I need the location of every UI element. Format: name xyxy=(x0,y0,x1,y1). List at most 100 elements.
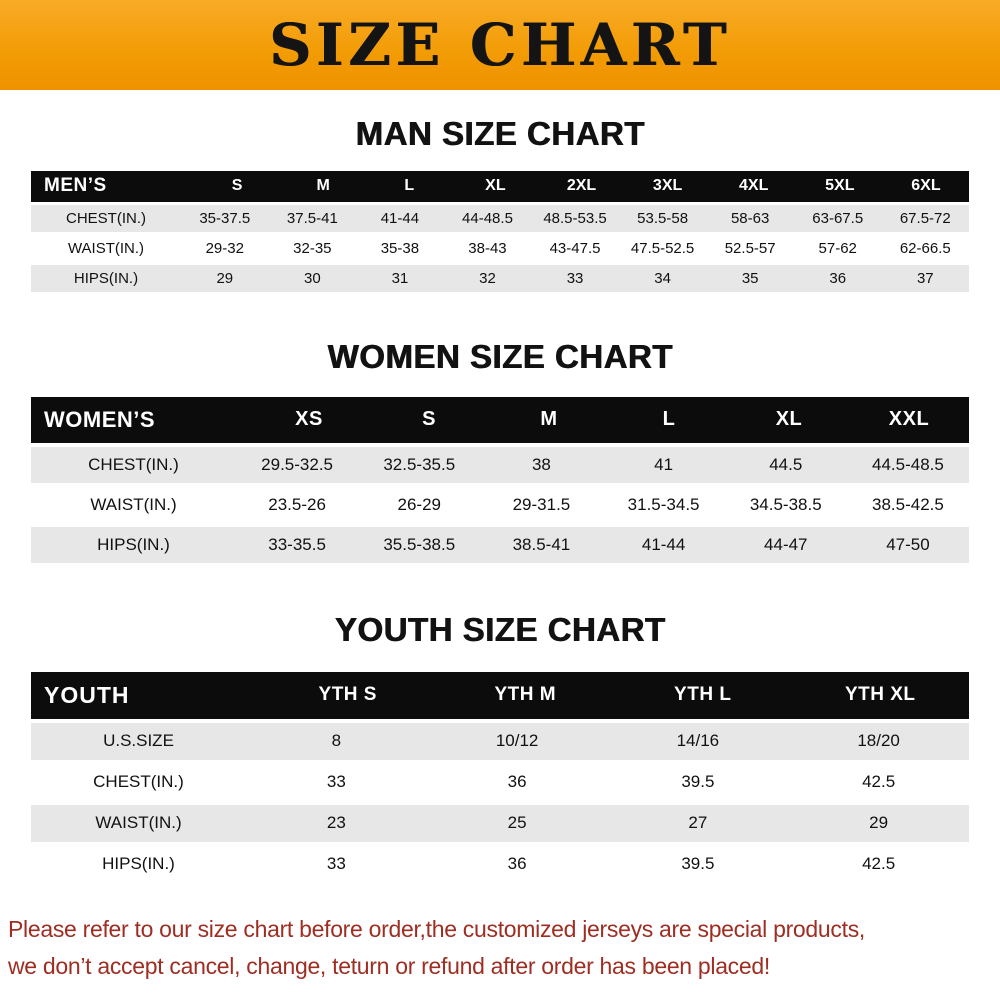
cell-value: 29-31.5 xyxy=(512,494,571,514)
row-label: HIPS(IN.) xyxy=(73,269,139,287)
cell-value: 67.5-72 xyxy=(899,209,951,227)
column-header: 2XL xyxy=(566,177,597,195)
column-header: L xyxy=(404,177,415,195)
cell-value: 18/20 xyxy=(857,731,900,751)
cell-value: 23.5-26 xyxy=(268,494,326,514)
column-header: 6XL xyxy=(911,177,941,195)
cell-value: 35-38 xyxy=(380,239,420,257)
cell-value: 29 xyxy=(216,269,234,287)
table-row: CHEST(IN.) 33 36 39.5 42.5 xyxy=(31,763,969,801)
cell-value: 62-66.5 xyxy=(899,239,951,257)
cell-value: 33-35.5 xyxy=(268,534,326,554)
footer-note-line1: Please refer to our size chart before or… xyxy=(8,915,865,942)
cell-value: 29-32 xyxy=(205,239,244,257)
cell-value: 42.5 xyxy=(862,854,896,874)
cell-value: 41-44 xyxy=(380,209,420,227)
column-header: YTH S xyxy=(318,684,377,706)
cell-value: 35-37.5 xyxy=(199,209,251,227)
table-header-row: YOUTH YTH S YTH M YTH L YTH XL xyxy=(31,671,969,719)
table-row: WAIST(IN.) 23.5-26 26-29 29-31.5 31.5-34.5 34… xyxy=(31,486,969,523)
cell-value: 8 xyxy=(331,731,342,751)
cell-value: 44.5 xyxy=(769,454,803,474)
cell-value: 44-48.5 xyxy=(462,209,513,227)
cell-value: 41-44 xyxy=(641,534,686,554)
cell-value: 25 xyxy=(507,813,527,833)
women-section-heading: WOMEN SIZE CHART xyxy=(327,337,673,375)
column-header: M xyxy=(316,177,330,195)
cell-value: 58-63 xyxy=(730,209,770,227)
cell-value: 36 xyxy=(507,772,527,792)
cell-value: 30 xyxy=(304,269,321,287)
column-header: 4XL xyxy=(739,177,769,195)
cell-value: 14/16 xyxy=(676,731,720,751)
cell-value: 57-62 xyxy=(818,239,857,257)
row-label: WAIST(IN.) xyxy=(67,239,145,257)
cell-value: 32-35 xyxy=(293,239,332,257)
column-header: S xyxy=(231,177,243,195)
footer-note: Please refer to our size chart before or… xyxy=(0,911,1000,985)
cell-value: 48.5-53.5 xyxy=(543,209,607,227)
column-header: YTH L xyxy=(674,684,732,706)
youth-size-table: YOUTH YTH S YTH M YTH L YTH XL U.S.SIZE 8 10/12… xyxy=(31,671,969,883)
row-label: CHEST(IN.) xyxy=(93,772,184,792)
table-title-cell: MEN’S xyxy=(44,175,107,197)
footer-note-line2: we don’t accept cancel, change, teturn o… xyxy=(8,952,770,979)
men-section: MAN SIZE CHART MEN’S S M L XL 2XL 3XL 4XL 5XL 6XL… xyxy=(0,115,1000,292)
cell-value: 35 xyxy=(741,269,759,287)
table-row: CHEST(IN.) 29.5-32.5 32.5-35.5 38 41 44.5 44.5… xyxy=(31,446,969,483)
table-header-row: MEN’S S M L XL 2XL 3XL 4XL 5XL 6XL xyxy=(31,170,969,202)
cell-value: 34.5-38.5 xyxy=(749,494,822,514)
column-header: XS xyxy=(295,408,323,431)
table-row: CHEST(IN.) 35-37.5 37.5-41 41-44 44-48.5 48.5… xyxy=(31,204,969,232)
column-header: YTH XL xyxy=(844,684,916,706)
table-row: WAIST(IN.) 23 25 27 29 xyxy=(31,804,969,842)
column-header: YTH M xyxy=(494,684,557,706)
cell-value: 33 xyxy=(326,772,346,792)
row-label: HIPS(IN.) xyxy=(97,534,170,554)
cell-value: 44-47 xyxy=(764,534,808,554)
column-header: XL xyxy=(485,177,506,195)
column-header: 5XL xyxy=(825,177,855,195)
column-header: S xyxy=(422,408,436,431)
cell-value: 38-43 xyxy=(468,239,507,257)
cell-value: 32.5-35.5 xyxy=(383,454,456,474)
row-label: CHEST(IN.) xyxy=(66,209,146,227)
banner: SIZE CHART xyxy=(0,0,1000,90)
table-row: WAIST(IN.) 29-32 32-35 35-38 38-43 43-47.5 47.… xyxy=(31,234,969,262)
women-size-table: WOMEN’S XS S M L XL XXL CHEST(IN.) 29.5-32.5 32.5… xyxy=(31,396,969,563)
cell-value: 35.5-38.5 xyxy=(383,534,456,554)
banner-title: SIZE CHART xyxy=(268,11,732,79)
cell-value: 32 xyxy=(479,269,496,287)
row-label: WAIST(IN.) xyxy=(90,494,177,514)
cell-value: 44.5-48.5 xyxy=(872,454,944,474)
cell-value: 43-47.5 xyxy=(549,239,601,257)
cell-value: 37.5-41 xyxy=(286,209,338,227)
column-header: XL xyxy=(775,408,803,431)
table-header-row: WOMEN’S XS S M L XL XXL xyxy=(31,396,969,443)
table-title-cell: WOMEN’S xyxy=(44,406,156,432)
cell-value: 47.5-52.5 xyxy=(630,239,695,257)
cell-value: 53.5-58 xyxy=(637,209,689,227)
row-label: U.S.SIZE xyxy=(103,731,174,751)
youth-section: YOUTH SIZE CHART YOUTH YTH S YTH M YTH L YTH… xyxy=(0,611,1000,883)
cell-value: 34 xyxy=(654,269,671,287)
cell-value: 27 xyxy=(688,813,708,833)
cell-value: 39.5 xyxy=(681,772,715,792)
cell-value: 31.5-34.5 xyxy=(627,494,700,514)
cell-value: 33 xyxy=(326,854,346,874)
row-label: HIPS(IN.) xyxy=(102,854,175,874)
cell-value: 36 xyxy=(507,854,527,874)
cell-value: 42.5 xyxy=(862,772,896,792)
men-size-table: MEN’S S M L XL 2XL 3XL 4XL 5XL 6XL CHEST(IN.) 35-37… xyxy=(31,170,969,292)
column-header: L xyxy=(662,408,676,431)
cell-value: 38.5-41 xyxy=(512,534,571,554)
cell-value: 38.5-42.5 xyxy=(872,494,944,514)
table-row: HIPS(IN.) 29 30 31 32 33 34 35 36 37 xyxy=(31,264,969,292)
cell-value: 41 xyxy=(654,454,674,474)
cell-value: 29 xyxy=(869,813,889,833)
cell-value: 33 xyxy=(566,269,584,287)
cell-value: 63-67.5 xyxy=(812,209,864,227)
cell-value: 10/12 xyxy=(495,731,539,751)
men-section-heading: MAN SIZE CHART xyxy=(355,115,645,152)
women-section: WOMEN SIZE CHART WOMEN’S XS S M L XL XXL CHEST(… xyxy=(0,338,1000,563)
